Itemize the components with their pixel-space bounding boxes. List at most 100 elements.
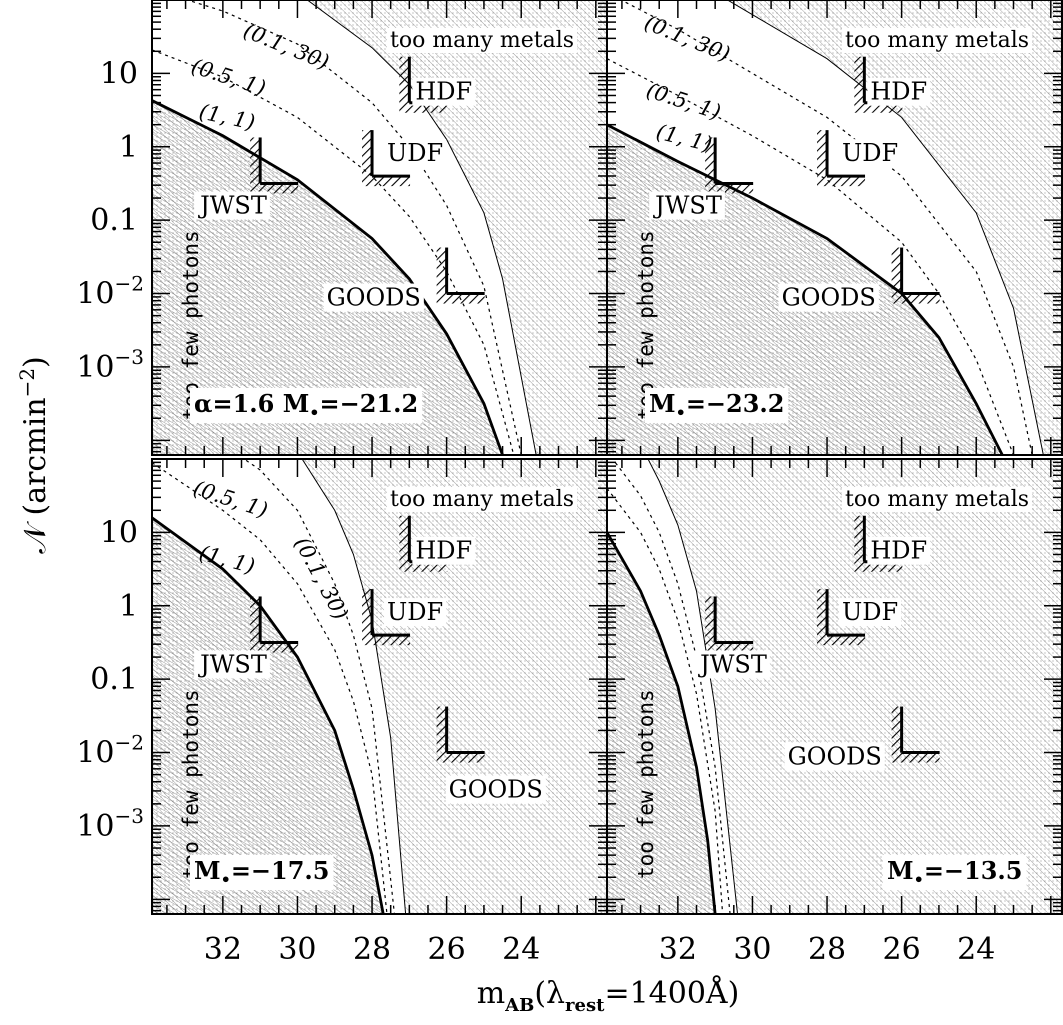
panel-bottom-left: too many metals HDF UDF JWST GOODS too few ph… [151,458,608,915]
label-jwst: JWST [197,650,267,678]
x-axis-label-paren: (λ [534,976,565,1011]
x-tick-label: 26 [428,932,466,967]
mstar-prefix: M [283,389,310,418]
mstar-value: =−17.5 [231,856,330,885]
mstar-prefix: M [649,389,676,418]
region-allowed [152,0,537,455]
y-tick-label: 0.1 [90,203,138,238]
label-goods: GOODS [327,284,421,312]
label-too-many-metals: too many metals [390,487,574,512]
axis-labels: 𝒩 (arcmin−2) mAB(λrest=1400Å) [15,356,739,1016]
mstar-text: M•=−13.5 [887,856,1022,889]
label-too-many-metals: too many metals [390,28,574,53]
label-jwst: JWST [697,650,767,678]
x-axis-label-sub: AB [504,995,534,1016]
y-tick-label: 10−3 [76,804,144,844]
mstar-value: =−21.2 [320,389,419,418]
curve-0 [607,531,717,914]
y-tick-label: 1 [119,589,138,624]
label-too-few-photons: too few photons [634,689,658,879]
x-tick-label: 30 [733,932,771,967]
x-tick-label: 28 [808,932,846,967]
survey-limit-JWST [705,596,754,653]
x-tick-label: 30 [278,932,316,967]
region-allowed [607,459,738,914]
mstar-sub: • [221,870,231,889]
mstar-annotation: M•=−13.5 [883,855,1027,890]
y-tick-label: 10 [100,56,138,91]
x-tick-label: 28 [353,932,391,967]
mstar-prefix: M [887,856,914,885]
label-goods: GOODS [782,284,876,312]
region-photons-dots [152,100,503,455]
label-udf: UDF [842,598,898,626]
curve-0 [607,123,1004,455]
panel-bottom-right: too many metals HDF UDF JWST GOODS too few ph… [606,458,1063,915]
survey-limit-UDF [362,130,411,187]
mstar-annotation: M•=−23.2 [645,388,789,423]
region-allowed [152,459,406,914]
survey-limit-UDF [362,589,411,646]
curve-1 [152,462,388,914]
mstar-prefix: M [194,856,221,885]
survey-limit-JWST [250,137,299,194]
label-udf: UDF [842,139,898,167]
curve-0 [152,99,504,455]
label-hdf: HDF [870,537,927,565]
curve-2 [611,459,731,914]
survey-limit-GOODS [436,247,485,304]
mstar-text: α=1.6 M•=−21.2 [194,389,418,422]
x-tick-label: 26 [883,932,921,967]
x-axis-label: mAB(λrest=1400Å) [477,975,740,1016]
x-tick-label: 24 [502,932,540,967]
y-axis-label-close: ) [18,356,53,368]
x-axis-label-main: m [477,976,505,1011]
y-tick-label: 10−3 [76,345,144,385]
label-hdf: HDF [415,78,472,106]
curve-3 [647,459,739,914]
label-goods: GOODS [449,776,543,804]
mstar-annotation: α=1.6 M•=−21.2 [190,388,423,423]
survey-limit-UDF [817,589,866,646]
curve-3 [301,459,407,914]
label-too-many-metals: too many metals [845,28,1029,53]
mstar-value: =−13.5 [924,856,1023,885]
region-photons-dots [607,532,716,914]
y-tick-label: 10 [100,515,138,550]
survey-limit-GOODS [436,706,485,763]
mstar-annotation: M•=−17.5 [190,855,334,890]
label-udf: UDF [387,598,443,626]
y-axis-label: 𝒩 (arcmin−2) [15,356,53,554]
label-hdf: HDF [870,78,927,106]
x-tick-label: 32 [659,932,697,967]
mstar-text: M•=−23.2 [649,389,784,422]
y-tick-label: 1 [119,130,138,165]
alpha-text: α=1.6 [194,389,283,418]
label-jwst: JWST [652,191,722,219]
label-hdf: HDF [415,537,472,565]
x-axis-label-tail: =1400Å) [604,975,739,1011]
label-too-many-metals: too many metals [845,487,1029,512]
mstar-sub: • [914,870,924,889]
label-goods: GOODS [788,743,882,771]
survey-limit-GOODS [891,247,940,304]
y-tick-label: 0.1 [90,662,138,697]
mstar-value: =−23.2 [686,389,785,418]
survey-limit-GOODS [891,706,940,763]
y-axis-label-main: 𝒩 (arcmin [18,397,53,553]
mstar-text: M•=−17.5 [194,856,329,889]
label-too-few-photons: too few photons [179,689,203,879]
y-axis-label-sup: −2 [15,368,39,397]
curve-1 [607,487,724,914]
curve-0 [152,516,385,914]
region-photons-dots [152,517,384,914]
region-allowed [607,0,1044,455]
x-tick-label: 24 [957,932,995,967]
curve-2 [619,0,1033,455]
curve-1 [607,58,1015,455]
survey-limit-UDF [817,130,866,187]
label-udf: UDF [387,139,443,167]
